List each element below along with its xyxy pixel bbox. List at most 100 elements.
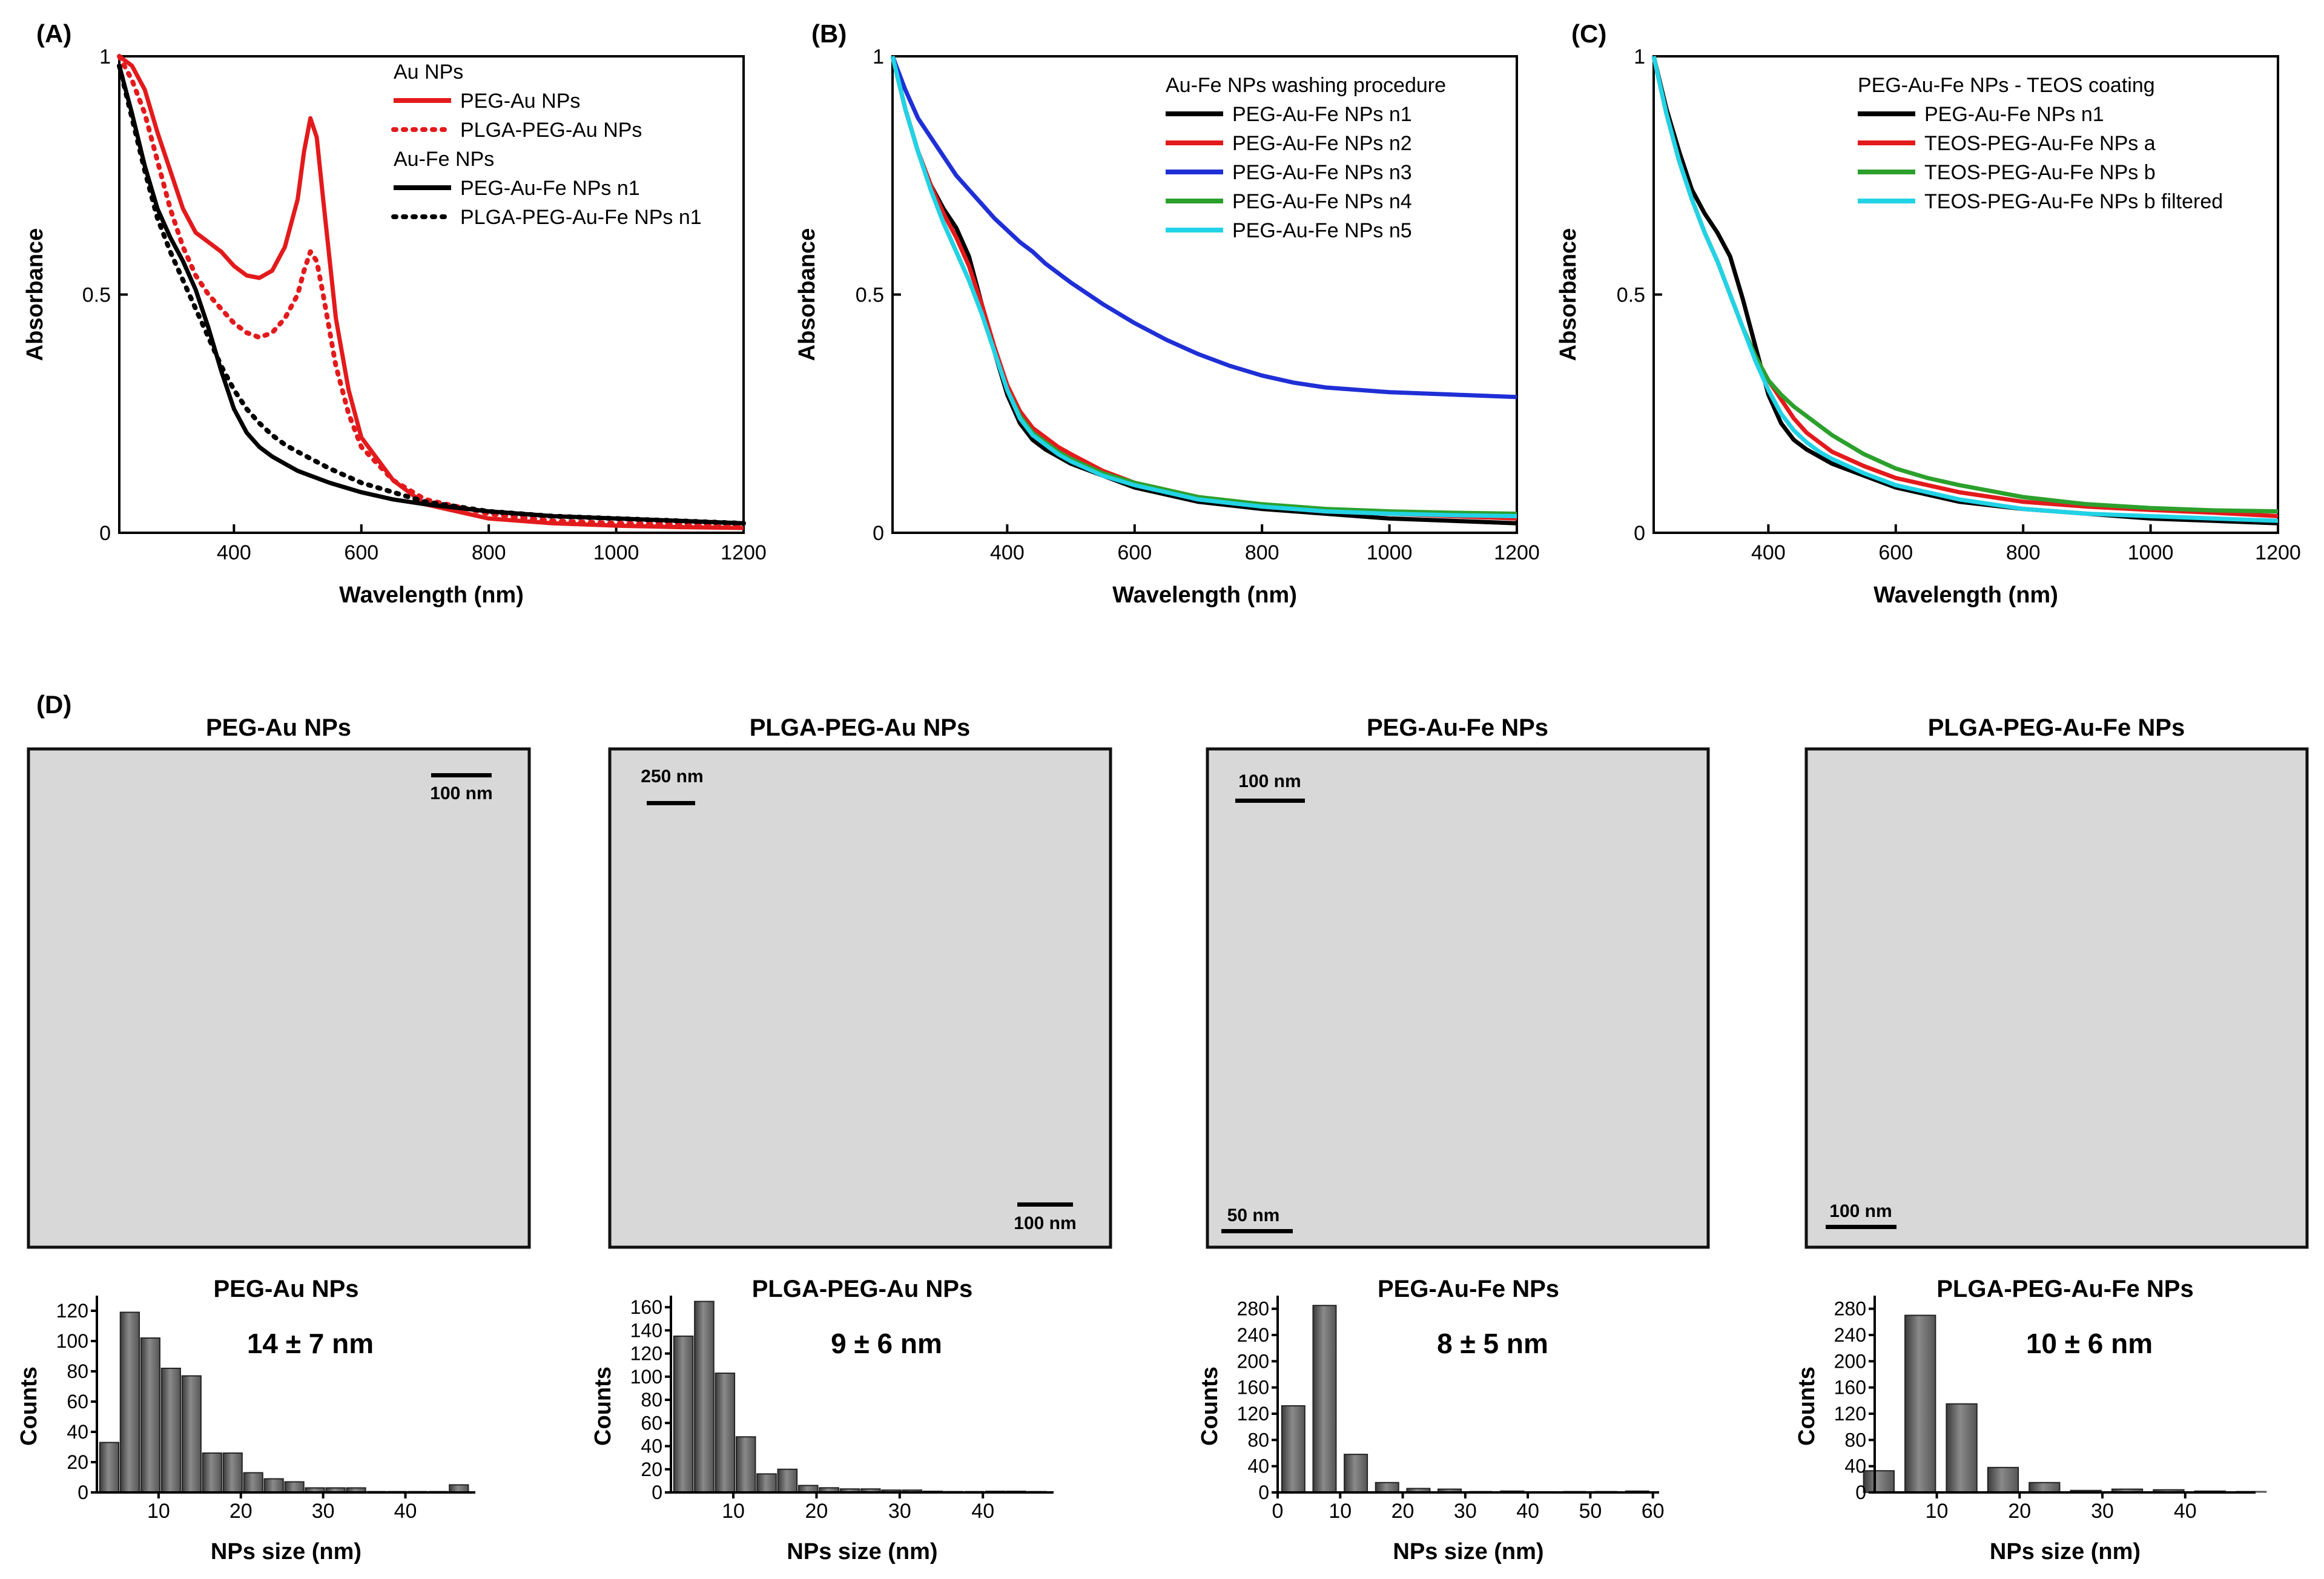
y-tick-label-b: 1	[873, 45, 884, 68]
y-tick-label-h4: 0	[1855, 1482, 1866, 1503]
histogram-bar-h2	[756, 1473, 777, 1494]
y-tick-label-h4: 120	[1834, 1403, 1866, 1425]
x-tick-label-a: 1000	[593, 541, 639, 564]
histogram-mean-h3: 8 ± 5 nm	[1437, 1328, 1548, 1359]
x-tick-label-c: 1000	[2128, 541, 2174, 564]
legend-label-a: PEG-Au NPs	[460, 90, 580, 113]
histogram-bar-h2	[777, 1468, 798, 1493]
x-tick-label-h2: 20	[805, 1500, 828, 1523]
panel-label-d: (D)	[36, 690, 71, 719]
histogram-bar-h2	[735, 1436, 756, 1494]
y-tick-label-h4: 160	[1834, 1377, 1866, 1399]
inset-scale-bar-label-2: 100 nm	[1014, 1213, 1076, 1233]
y-tick-label-h4: 240	[1834, 1324, 1866, 1346]
x-axis-label-c: Wavelength (nm)	[1873, 582, 2058, 608]
histogram-bar-h3	[1281, 1405, 1306, 1493]
legend-label-b: PEG-Au-Fe NPs n3	[1232, 161, 1412, 184]
x-tick-label-h3: 10	[1329, 1500, 1352, 1523]
y-tick-label-h3: 120	[1237, 1403, 1269, 1425]
x-tick-label-c: 800	[2006, 541, 2041, 564]
x-tick-label-h2: 10	[722, 1500, 745, 1523]
histogram-bar-h2	[715, 1373, 736, 1493]
y-tick-label-h2: 60	[641, 1412, 662, 1434]
y-tick-label-h1: 0	[78, 1482, 88, 1503]
series-line-c-4	[1651, 56, 2279, 523]
histogram-bar-h4	[1946, 1403, 1978, 1493]
x-tick-label-h4: 20	[2008, 1500, 2031, 1523]
histogram-title-h4: PLGA-PEG-Au-Fe NPs	[1936, 1276, 2193, 1302]
scale-bar-label-1: 100 nm	[430, 783, 492, 803]
histogram-bar-h1	[181, 1375, 202, 1493]
scale-bar-label-3: 100 nm	[1238, 771, 1301, 791]
y-tick-label-h3: 0	[1258, 1482, 1269, 1503]
x-axis-label-h2: NPs size (nm)	[787, 1539, 937, 1564]
legend-label-c: TEOS-PEG-Au-Fe NPs b filtered	[1924, 190, 2223, 213]
legend-label-c: TEOS-PEG-Au-Fe NPs a	[1924, 132, 2156, 155]
histogram-bar-h4	[2029, 1482, 2061, 1493]
inset-scale-bar-3	[1221, 1229, 1293, 1233]
inset-scale-bar-label-3: 50 nm	[1227, 1205, 1280, 1225]
tem-image-2: 250 nm 100 nm	[608, 747, 1112, 1249]
x-tick-label-h4: 30	[2091, 1500, 2114, 1523]
x-tick-label-h1: 10	[147, 1500, 170, 1523]
y-tick-label-a: 0	[99, 522, 111, 545]
y-tick-label-c: 1	[1634, 45, 1645, 68]
y-tick-label-h2: 40	[641, 1436, 662, 1457]
histogram-bar-h1	[284, 1481, 305, 1493]
histogram-bar-h1	[160, 1368, 181, 1493]
legend-label-a: PLGA-PEG-Au-Fe NPs n1	[460, 206, 702, 229]
tem-image-3: 100 nm 50 nm	[1206, 747, 1710, 1249]
y-tick-label-h2: 120	[630, 1343, 662, 1365]
x-tick-label-b: 600	[1117, 541, 1152, 564]
series-line-b-2	[890, 56, 1517, 521]
y-tick-label-h4: 280	[1834, 1298, 1866, 1320]
legend-label-a: PEG-Au-Fe NPs n1	[460, 177, 640, 200]
x-tick-label-a: 600	[344, 541, 378, 564]
x-tick-label-h1: 20	[229, 1500, 253, 1523]
histogram-mean-h2: 9 ± 6 nm	[831, 1328, 942, 1359]
legend-label-c: PEG-Au-Fe NPs n1	[1924, 103, 2104, 126]
x-tick-label-a: 400	[217, 541, 251, 564]
x-tick-label-b: 1200	[1494, 541, 1540, 564]
y-tick-label-h3: 200	[1237, 1350, 1269, 1372]
series-line-a-1	[117, 54, 744, 530]
legend-title-a-2: Au-Fe NPs	[394, 148, 494, 171]
x-tick-label-h3: 30	[1454, 1500, 1477, 1523]
histogram-bar-h3	[1312, 1305, 1337, 1493]
histogram-title-h1: PEG-Au NPs	[213, 1276, 358, 1302]
legend-label-b: PEG-Au-Fe NPs n2	[1232, 132, 1412, 155]
y-axis-label-c: Absorbance	[1556, 228, 1581, 361]
tem-image-4: 100 nm	[1804, 747, 2309, 1249]
y-tick-label-h2: 140	[630, 1319, 662, 1341]
y-tick-label-h4: 40	[1844, 1455, 1866, 1477]
x-tick-label-h3: 60	[1642, 1500, 1665, 1523]
y-tick-label-h3: 160	[1237, 1377, 1269, 1399]
x-tick-label-b: 800	[1245, 541, 1279, 564]
y-axis-label-h2: Counts	[590, 1366, 616, 1446]
histogram-bar-h1	[140, 1337, 160, 1493]
series-line-a-3	[117, 65, 744, 526]
x-tick-label-h2: 30	[888, 1500, 911, 1523]
panel-label-c: (C)	[1571, 19, 1606, 48]
y-tick-label-h1: 20	[67, 1451, 88, 1473]
y-tick-label-h1: 120	[56, 1300, 88, 1322]
x-tick-label-h3: 20	[1391, 1500, 1415, 1523]
x-tick-label-h4: 40	[2174, 1500, 2197, 1523]
legend-title-a-1: Au NPs	[394, 61, 463, 84]
y-tick-label-h2: 80	[641, 1389, 662, 1411]
x-axis-label-a: Wavelength (nm)	[339, 582, 524, 608]
y-tick-label-h3: 240	[1237, 1324, 1269, 1346]
series-line-b-1	[890, 56, 1517, 526]
x-tick-label-h3: 0	[1272, 1500, 1284, 1523]
x-axis-label-b: Wavelength (nm)	[1112, 582, 1297, 608]
x-tick-label-a: 800	[472, 541, 506, 564]
y-tick-label-h3: 40	[1247, 1455, 1269, 1477]
legend-label-c: TEOS-PEG-Au-Fe NPs b	[1924, 161, 2156, 184]
legend-label-b: PEG-Au-Fe NPs n1	[1232, 103, 1412, 126]
y-tick-label-c: 0.5	[1617, 284, 1645, 307]
chart-c-teos: 400 600 800 1000 1200 0 0.5 1 Wavelength (nm) Abs…	[1556, 45, 2301, 608]
histogram-bar-h3	[1375, 1482, 1399, 1493]
series-line-a-2	[117, 54, 746, 529]
